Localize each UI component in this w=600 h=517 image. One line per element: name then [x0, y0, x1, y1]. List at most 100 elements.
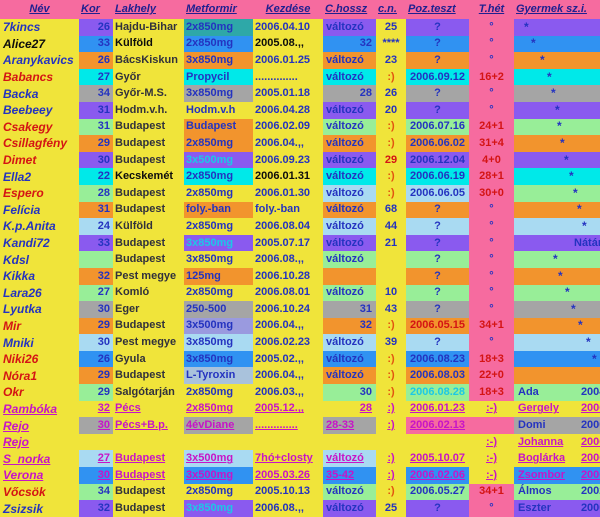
pregnancy-week-cell: °	[469, 500, 514, 517]
start-date-cell[interactable]: 2005.03.26	[255, 468, 311, 481]
cycle-length-cell: változó	[323, 19, 376, 36]
pregnancy-week-cell: 28+1	[469, 168, 514, 185]
child-info-cell[interactable]: Johanna 2006.09.30	[514, 434, 600, 451]
child-birthdate[interactable]: 2006.06.06	[580, 452, 600, 465]
positive-test-cell[interactable]: 2005.10.07	[409, 452, 466, 465]
name-cell[interactable]: Rambóka	[3, 401, 58, 416]
child-name[interactable]: Boglárka	[518, 452, 566, 465]
child-info-cell: *	[514, 101, 600, 119]
residence-cell[interactable]: Pécs	[115, 402, 141, 415]
col-header-gyermek: Gyermek sz.i.	[514, 0, 600, 19]
medication-cell[interactable]: 3x500mg	[184, 467, 253, 484]
table-row: Ella2 22 Kecskemét 2x850mg 2006.01.31 változó…	[0, 168, 600, 185]
age-cell[interactable]: 27	[79, 450, 113, 468]
start-date-cell: 2006.04.28	[255, 103, 311, 116]
start-date-cell: 2005.10.13	[255, 485, 311, 498]
table-row: Felícia 31 Budapest foly.-ban foly.-ban válto…	[0, 201, 600, 219]
positive-test-cell: 2006.06.02	[406, 135, 469, 152]
age-cell: 31	[79, 101, 113, 119]
positive-test-cell[interactable]: 2006.01.23	[409, 402, 466, 415]
table-row: Mir 29 Budapest 3x500mg 2006.04.,, 32:) 2006.0…	[0, 317, 600, 335]
positive-test-cell: 2006.09.12	[406, 68, 469, 86]
child-info-cell: *	[514, 35, 600, 53]
table-row: Rejo :-) Johanna 2006.09.30	[0, 434, 600, 451]
name-cell: Kdsl	[3, 252, 30, 267]
residence-cell[interactable]: Budapest	[115, 468, 166, 481]
positive-test-cell[interactable]: 2006.02.06	[406, 467, 469, 484]
cycle-length-cell: változó	[323, 52, 376, 69]
cycle-length-cell[interactable]: 28	[359, 402, 372, 415]
positive-test-cell: 2006.08.28	[406, 384, 469, 401]
cycle-day-cell[interactable]: :)	[387, 452, 395, 465]
cycle-day-cell: :)	[387, 352, 395, 365]
name-cell: Zsizsik	[3, 501, 44, 516]
cycle-length-cell[interactable]: 35-42	[323, 467, 376, 484]
child-info-cell[interactable]: Boglárka 2006.06.06	[514, 450, 600, 467]
residence-cell[interactable]: Pécs+B.p.	[115, 419, 168, 432]
table-body: 7kincs 26 Hajdu-Bihar 2x850mg 2006.04.10 vált…	[0, 19, 600, 517]
residence-cell[interactable]: Budapest	[115, 452, 166, 465]
age-cell: 27	[79, 284, 113, 302]
medication-cell[interactable]: 2x850mg	[186, 402, 234, 415]
medication-cell: 3x850mg	[184, 500, 253, 517]
medication-cell: 2x850mg	[186, 485, 234, 498]
child-name[interactable]: Gergely	[518, 402, 559, 415]
name-cell: Lyutka	[3, 302, 42, 317]
child-name[interactable]: Johanna	[518, 435, 564, 448]
pregnancy-week-cell[interactable]: :-)	[486, 452, 497, 465]
name-cell: Okr	[3, 385, 24, 400]
child-birthdate[interactable]: 2006.09.25	[580, 402, 600, 415]
start-date-cell: 2006.01.31	[255, 170, 311, 183]
cycle-day-cell	[376, 268, 406, 285]
child-birthdate: 2002.09.13	[580, 485, 600, 498]
child-birthdate: 2000.05.06	[580, 419, 600, 432]
child-name: Ada	[518, 385, 539, 398]
age-cell: 32	[79, 267, 113, 285]
age-cell[interactable]: 30	[79, 417, 113, 434]
cycle-length-cell: változó	[323, 151, 376, 169]
cycle-length-cell: változó	[323, 234, 376, 252]
cycle-length-cell[interactable]: 28-33	[323, 417, 376, 434]
start-date-cell: 2006.09.23	[255, 153, 311, 166]
residence-cell: Komló	[115, 286, 150, 299]
name-cell: Backa	[3, 86, 39, 101]
positive-test-cell: 2006.12.04	[406, 151, 469, 169]
name-cell[interactable]: S_norka	[3, 451, 51, 466]
positive-test-cell[interactable]: 2006.02.13	[406, 417, 469, 434]
star-icon: *	[564, 152, 569, 167]
table-row: Kandi72 33 Budapest 3x850mg 2005.07.17 változ…	[0, 234, 600, 252]
age-cell: 31	[79, 118, 113, 136]
child-name[interactable]: Zsombor	[518, 468, 566, 481]
start-date-cell[interactable]: 7hó+closty	[255, 452, 313, 465]
name-cell[interactable]: Verona	[3, 468, 44, 483]
age-cell[interactable]: 32	[97, 402, 110, 415]
name-cell[interactable]: Rejo	[3, 435, 30, 450]
start-date-cell[interactable]: 2005.12.,,	[255, 402, 304, 415]
cycle-day-cell[interactable]: :)	[387, 419, 395, 432]
cycle-day-cell[interactable]: :)	[387, 402, 395, 415]
cycle-length-cell: 32	[323, 317, 376, 335]
child-birthdate[interactable]: 2006.09.30	[580, 435, 600, 448]
pregnancy-week-cell[interactable]: :-)	[486, 402, 497, 415]
cycle-length-cell[interactable]: változó	[323, 450, 376, 468]
age-cell: 30	[79, 334, 113, 351]
medication-cell[interactable]: 3x500mg	[184, 450, 253, 468]
child-info-cell: *	[514, 184, 600, 202]
residence-cell: Eger	[115, 302, 140, 315]
age-cell[interactable]: 30	[79, 467, 113, 484]
age-cell: 26	[79, 350, 113, 368]
medication-cell[interactable]: 4évDiane	[184, 417, 253, 434]
residence-cell: Budapest	[115, 369, 166, 382]
cycle-day-cell[interactable]: :)	[387, 468, 395, 481]
child-info-cell[interactable]: Zsombor 2006.10.20	[514, 467, 600, 484]
pregnancy-week-cell[interactable]: :-)	[486, 468, 497, 481]
medication-cell: 2x850mg	[186, 286, 234, 299]
pregnancy-week-cell[interactable]: :-)	[486, 435, 497, 448]
name-cell[interactable]: Rejo	[3, 418, 30, 433]
child-birthdate[interactable]: 2006.10.20	[580, 468, 600, 481]
start-date-cell: 2005.01.18	[255, 87, 311, 100]
residence-cell: Győr	[115, 70, 141, 83]
name-cell: Kandi72	[3, 236, 50, 251]
child-info-cell[interactable]: Gergely 2006.09.25	[514, 401, 600, 418]
start-date-cell[interactable]: ..............	[255, 419, 298, 432]
